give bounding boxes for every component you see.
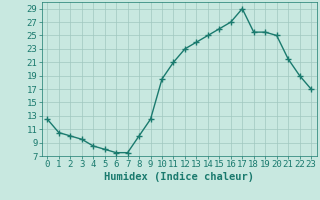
X-axis label: Humidex (Indice chaleur): Humidex (Indice chaleur) [104,172,254,182]
